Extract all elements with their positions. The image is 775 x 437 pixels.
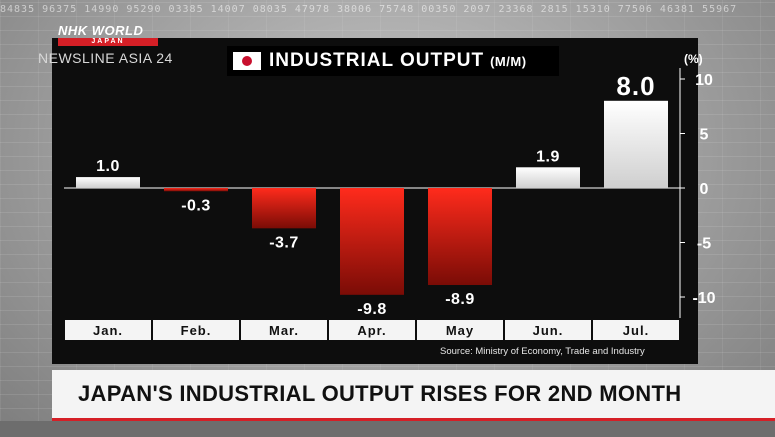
brand-subtitle: JAPAN [58, 38, 158, 46]
y-tick-label: 5 [700, 127, 709, 144]
headline-banner: JAPAN'S INDUSTRIAL OUTPUT RISES FOR 2ND … [52, 370, 775, 418]
chart-source: Source: Ministry of Economy, Trade and I… [440, 346, 645, 357]
chart-title-bar: INDUSTRIAL OUTPUT (M/M) [227, 46, 559, 76]
bottom-strip [0, 421, 775, 437]
headline: JAPAN'S INDUSTRIAL OUTPUT RISES FOR 2ND … [78, 381, 682, 406]
x-tick-label: Jan. [93, 323, 123, 338]
x-tick-box [329, 320, 415, 340]
x-tick-label: May [446, 323, 474, 338]
chart-title-unit: (M/M) [490, 54, 527, 69]
bar-apr [340, 188, 404, 295]
brand-name: NHK WORLD [58, 23, 144, 38]
bar-may [428, 188, 492, 286]
bar-mar [252, 188, 316, 229]
x-tick-label: Feb. [181, 323, 212, 338]
y-tick-label: 0 [700, 181, 709, 198]
x-tick-box [505, 320, 591, 340]
data-label: 1.0 [96, 158, 120, 175]
bar-jan [76, 177, 140, 188]
chart-title: INDUSTRIAL OUTPUT (M/M) [269, 50, 527, 72]
x-tick-box [65, 320, 151, 340]
bar-jun [516, 167, 580, 188]
data-label: -8.9 [445, 291, 475, 308]
x-tick-box [593, 320, 679, 340]
bar-feb [164, 188, 228, 192]
data-label: -9.8 [357, 301, 387, 318]
japan-flag-icon [233, 52, 261, 70]
y-tick-label: -5 [697, 236, 711, 253]
y-tick-label: -10 [692, 290, 715, 307]
data-label: -0.3 [181, 197, 211, 214]
data-label: 8.0 [616, 71, 655, 101]
y-axis-unit-label: (%) [684, 52, 703, 66]
x-tick-label: Apr. [357, 323, 386, 338]
data-label: -3.7 [269, 234, 299, 251]
background-ticker-decoration: 84835 96375 14990 95290 03385 14007 0803… [0, 4, 738, 15]
chart-title-text: INDUSTRIAL OUTPUT [269, 50, 485, 71]
bar-jul [604, 100, 668, 188]
x-tick-label: Mar. [269, 323, 299, 338]
x-tick-box [241, 320, 327, 340]
x-tick-box [153, 320, 239, 340]
x-tick-label: Jun. [533, 323, 564, 338]
broadcaster-logo: NHK WORLD JAPAN [58, 24, 166, 46]
y-tick-label: 10 [695, 72, 713, 89]
program-name: NEWSLINE ASIA 24 [38, 50, 173, 66]
x-tick-box [417, 320, 503, 340]
data-label: 1.9 [536, 148, 560, 165]
headline-accent-line [52, 418, 775, 421]
x-tick-label: Jul. [623, 323, 649, 338]
